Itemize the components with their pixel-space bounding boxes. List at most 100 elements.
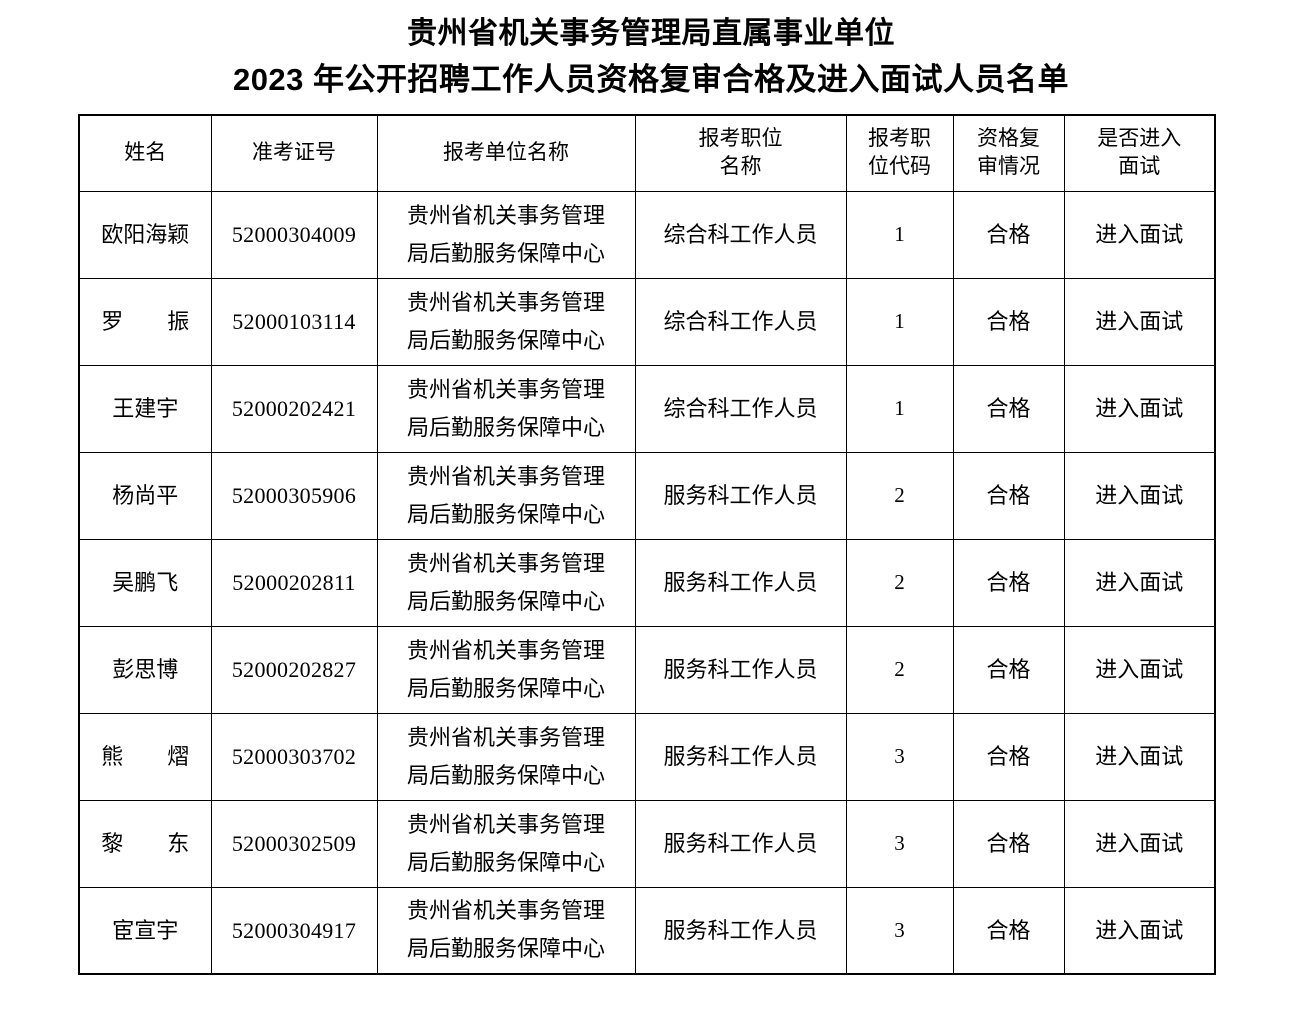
cell-ticket-no-text: 52000202421	[231, 396, 357, 421]
cell-position-code-text: 1	[894, 222, 905, 246]
cell-name-text: 王建宇	[112, 396, 179, 421]
title-line-2: 2023 年公开招聘工作人员资格复审合格及进入面试人员名单	[232, 62, 1070, 97]
cell-ticket-no-text: 52000103114	[232, 309, 356, 334]
cell-ticket-no: 52000103114	[210, 277, 378, 366]
cell-name-text: 吴鹏飞	[112, 570, 179, 595]
cell-position-code: 1	[845, 277, 954, 366]
column-header-position-name-label: 报考职位 名称	[698, 127, 783, 179]
column-header-name-label: 姓名	[124, 141, 167, 165]
cell-name-text: 黎 东	[101, 831, 190, 856]
cell-interview-result: 进入面试	[1063, 364, 1216, 453]
cell-position-code-text: 2	[894, 570, 905, 594]
cell-position-code: 3	[845, 799, 954, 888]
cell-position-code-text: 3	[894, 917, 905, 942]
cell-ticket-no: 52000202421	[210, 364, 378, 453]
cell-position-code-text: 2	[894, 657, 905, 681]
cell-position-name-text: 服务科工作人员	[663, 657, 818, 682]
cell-name: 彭思博	[78, 625, 212, 714]
cell-unit-name: 贵州省机关事务管理 局后勤服务保障中心	[376, 190, 636, 279]
cell-unit-name: 贵州省机关事务管理 局后勤服务保障中心	[376, 886, 636, 975]
cell-name: 欧阳海颖	[78, 190, 212, 279]
cell-ticket-no-text: 52000202811	[232, 570, 356, 595]
cell-review-status-text: 合格	[986, 483, 1031, 508]
column-header-position-code-label: 报考职 位代码	[868, 127, 931, 179]
cell-review-status: 合格	[952, 625, 1065, 714]
title-line-1: 贵州省机关事务管理局直属事业单位	[407, 17, 895, 50]
cell-position-name: 服务科工作人员	[634, 712, 847, 801]
cell-ticket-no-text: 52000304917	[231, 917, 357, 943]
cell-unit-name-text: 贵州省机关事务管理 局后勤服务保障中心	[406, 811, 605, 875]
cell-unit-name-text: 贵州省机关事务管理 局后勤服务保障中心	[406, 898, 605, 962]
cell-review-status-text: 合格	[986, 309, 1031, 334]
table-header: 姓名 准考证号 报考单位名称 报考职位 名称 报考职 位代码	[78, 114, 1216, 192]
cell-name: 杨尚平	[78, 451, 212, 540]
cell-interview-result-text: 进入面试	[1095, 483, 1184, 508]
cell-name-text: 宦宣宇	[112, 917, 179, 943]
cell-position-name-text: 综合科工作人员	[663, 309, 818, 334]
table-row: 黎 东 52000302509 贵州省机关事务管理 局后勤服务保障中心 服务科工作人员…	[78, 799, 1216, 888]
table-row: 杨尚平 52000305906 贵州省机关事务管理 局后勤服务保障中心 服务科工作人员…	[78, 451, 1216, 540]
table-row: 王建宇 52000202421 贵州省机关事务管理 局后勤服务保障中心 综合科工作人员…	[78, 364, 1216, 453]
cell-interview-result: 进入面试	[1063, 625, 1216, 714]
cell-review-status: 合格	[952, 277, 1065, 366]
cell-unit-name-text: 贵州省机关事务管理 局后勤服务保障中心	[406, 376, 605, 440]
table-body: 欧阳海颖 52000304009 贵州省机关事务管理 局后勤服务保障中心 综合科工作人…	[78, 190, 1216, 975]
cell-name: 吴鹏飞	[78, 538, 212, 627]
cell-review-status: 合格	[952, 364, 1065, 453]
cell-name-text: 彭思博	[112, 657, 179, 682]
cell-position-code: 2	[845, 625, 954, 714]
cell-position-name: 综合科工作人员	[634, 190, 847, 279]
table-row: 欧阳海颖 52000304009 贵州省机关事务管理 局后勤服务保障中心 综合科工作人…	[78, 190, 1216, 279]
column-header-interview-result: 是否进入 面试	[1063, 114, 1216, 192]
cell-interview-result-text: 进入面试	[1095, 570, 1184, 595]
cell-position-code: 2	[845, 538, 954, 627]
table-row: 吴鹏飞 52000202811 贵州省机关事务管理 局后勤服务保障中心 服务科工作人员…	[78, 538, 1216, 627]
column-header-review-status-label: 资格复 审情况	[977, 127, 1040, 179]
cell-unit-name: 贵州省机关事务管理 局后勤服务保障中心	[376, 364, 636, 453]
cell-interview-result-text: 进入面试	[1095, 396, 1184, 421]
cell-ticket-no: 52000202827	[210, 625, 378, 714]
cell-ticket-no: 52000302509	[210, 799, 378, 888]
cell-position-code-text: 2	[894, 483, 905, 507]
cell-ticket-no: 52000304917	[210, 886, 378, 975]
cell-position-code-text: 3	[894, 744, 905, 768]
cell-review-status-text: 合格	[986, 570, 1031, 595]
cell-review-status-text: 合格	[986, 657, 1031, 682]
cell-ticket-no: 52000303702	[210, 712, 378, 801]
cell-position-name-text: 服务科工作人员	[663, 831, 818, 856]
cell-name: 宦宣宇	[78, 886, 212, 975]
cell-position-name-text: 综合科工作人员	[663, 396, 818, 421]
cell-interview-result: 进入面试	[1063, 799, 1216, 888]
cell-position-name: 服务科工作人员	[634, 625, 847, 714]
cell-unit-name-text: 贵州省机关事务管理 局后勤服务保障中心	[406, 289, 605, 353]
cell-ticket-no-text: 52000304009	[231, 222, 357, 247]
cell-review-status: 合格	[952, 190, 1065, 279]
table-header-row: 姓名 准考证号 报考单位名称 报考职位 名称 报考职 位代码	[78, 114, 1216, 192]
cell-interview-result: 进入面试	[1063, 277, 1216, 366]
cell-position-name-text: 服务科工作人员	[663, 570, 818, 595]
column-header-interview-result-label: 是否进入 面试	[1097, 127, 1182, 179]
cell-name-text: 熊 熠	[101, 744, 190, 769]
cell-position-name-text: 服务科工作人员	[663, 744, 818, 769]
cell-position-name: 服务科工作人员	[634, 451, 847, 540]
document-title-block: 贵州省机关事务管理局直属事业单位 2023 年公开招聘工作人员资格复审合格及进入…	[0, 0, 1302, 104]
cell-unit-name: 贵州省机关事务管理 局后勤服务保障中心	[376, 625, 636, 714]
cell-interview-result: 进入面试	[1063, 712, 1216, 801]
cell-review-status-text: 合格	[986, 831, 1031, 856]
cell-ticket-no-text: 52000202827	[231, 657, 357, 682]
column-header-unit-name-label: 报考单位名称	[443, 141, 569, 165]
table-row: 彭思博 52000202827 贵州省机关事务管理 局后勤服务保障中心 服务科工作人员…	[78, 625, 1216, 714]
cell-review-status-text: 合格	[986, 917, 1031, 943]
cell-position-code-text: 1	[894, 396, 905, 420]
roster-table-wrapper: 姓名 准考证号 报考单位名称 报考职位 名称 报考职 位代码	[0, 114, 1302, 975]
cell-unit-name-text: 贵州省机关事务管理 局后勤服务保障中心	[406, 724, 605, 788]
cell-interview-result: 进入面试	[1063, 190, 1216, 279]
cell-unit-name: 贵州省机关事务管理 局后勤服务保障中心	[376, 277, 636, 366]
column-header-unit-name: 报考单位名称	[376, 114, 636, 192]
cell-review-status: 合格	[952, 712, 1065, 801]
cell-unit-name: 贵州省机关事务管理 局后勤服务保障中心	[376, 451, 636, 540]
cell-ticket-no: 52000304009	[210, 190, 378, 279]
cell-review-status-text: 合格	[986, 222, 1031, 247]
cell-review-status: 合格	[952, 799, 1065, 888]
